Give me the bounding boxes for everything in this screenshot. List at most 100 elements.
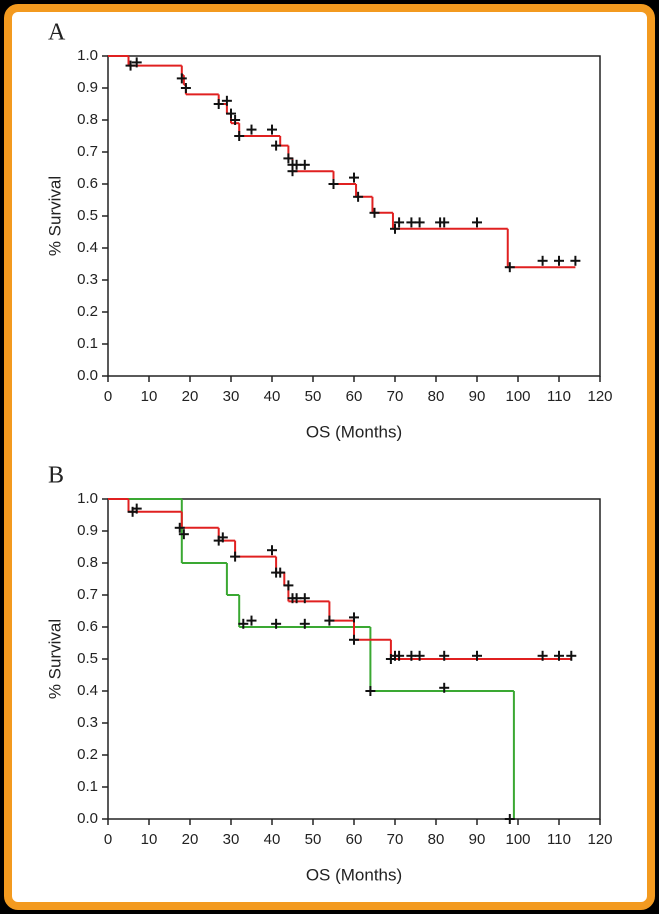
censor-mark (174, 522, 185, 533)
censor-mark (349, 634, 359, 645)
x-tick-label: 0 (104, 388, 112, 405)
y-tick-label: 0.4 (77, 682, 98, 699)
censor-mark (180, 83, 191, 93)
x-tick-label: 0 (104, 831, 112, 848)
y-tick-label: 0.6 (77, 618, 98, 635)
censor-mark (537, 650, 548, 661)
x-tick-label: 40 (264, 388, 281, 405)
censor-mark (176, 73, 187, 84)
censor-mark (394, 217, 405, 228)
y-tick-label: 0.8 (77, 111, 98, 128)
x-tick-label: 20 (182, 388, 199, 405)
y-tick-label: 1.0 (77, 490, 98, 507)
x-tick-label: 100 (505, 388, 530, 405)
x-tick-label: 90 (469, 831, 486, 848)
y-axis-label: % Survival (45, 176, 64, 256)
censor-mark (131, 57, 142, 68)
censor-mark (472, 650, 482, 661)
x-tick-label: 50 (305, 388, 322, 405)
panel-label: B (48, 463, 64, 489)
censor-mark (299, 159, 310, 170)
x-tick-label: 60 (346, 831, 363, 848)
x-tick-label: 110 (547, 831, 571, 848)
censor-mark (414, 650, 425, 661)
censor-mark (390, 223, 400, 234)
x-tick-label: 100 (505, 831, 530, 848)
censor-mark (349, 172, 359, 183)
y-tick-label: 1.0 (77, 47, 98, 64)
x-tick-label: 10 (141, 831, 158, 848)
censor-mark (131, 503, 142, 514)
censor-mark (566, 650, 577, 661)
x-tick-label: 30 (223, 388, 240, 405)
y-tick-label: 0.5 (77, 207, 98, 224)
censor-mark (238, 618, 249, 629)
y-tick-label: 0.7 (77, 143, 98, 160)
x-tick-label: 110 (547, 388, 571, 405)
y-tick-label: 0.7 (77, 586, 98, 603)
frame (4, 4, 655, 910)
censor-mark (287, 166, 298, 177)
x-tick-label: 80 (428, 388, 445, 405)
censor-mark (554, 255, 564, 266)
y-tick-label: 0.6 (77, 175, 98, 192)
y-tick-label: 0.2 (77, 746, 98, 763)
censor-mark (275, 567, 286, 578)
x-tick-label: 120 (587, 831, 612, 848)
x-tick-label: 10 (141, 388, 158, 405)
y-tick-label: 0.9 (77, 79, 98, 96)
censor-mark (246, 615, 257, 626)
censor-mark (504, 814, 515, 824)
y-tick-label: 0.5 (77, 650, 98, 667)
x-tick-label: 30 (223, 831, 240, 848)
y-tick-label: 0.1 (77, 778, 98, 795)
censor-mark (554, 650, 564, 661)
x-tick-label: 80 (428, 831, 445, 848)
x-tick-label: 70 (387, 831, 404, 848)
censor-mark (439, 217, 450, 228)
y-axis-label: % Survival (45, 619, 64, 699)
censor-mark (394, 650, 405, 661)
plot-frame (107, 55, 601, 377)
censor-mark (414, 217, 425, 228)
x-axis-label: OS (Months) (306, 865, 402, 884)
censor-mark (271, 618, 282, 629)
censor-mark (299, 618, 310, 629)
x-tick-label: 60 (346, 388, 363, 405)
censor-mark (328, 179, 339, 189)
x-tick-label: 120 (587, 388, 612, 405)
x-tick-label: 20 (182, 831, 199, 848)
censor-mark (504, 262, 515, 273)
censor-mark (125, 60, 136, 71)
censor-mark (570, 255, 581, 266)
y-tick-label: 0.0 (77, 367, 98, 384)
censor-mark (226, 108, 236, 119)
censor-mark (230, 551, 241, 562)
censor-mark (324, 615, 335, 626)
censor-mark (267, 545, 277, 556)
censor-mark (283, 153, 294, 164)
x-axis-label: OS (Months) (306, 422, 402, 441)
x-tick-label: 50 (305, 831, 322, 848)
y-tick-label: 0.2 (77, 303, 98, 320)
y-tick-label: 0.9 (77, 522, 98, 539)
censor-mark (349, 612, 359, 623)
censor-mark (299, 593, 310, 604)
censor-mark (353, 191, 364, 202)
censor-mark (439, 682, 450, 693)
y-tick-label: 0.4 (77, 239, 98, 256)
censor-mark (283, 580, 294, 591)
y-tick-label: 0.3 (77, 714, 98, 731)
censor-mark (439, 650, 450, 661)
y-tick-label: 0.3 (77, 271, 98, 288)
censor-mark (365, 686, 376, 696)
censor-mark (246, 124, 257, 135)
x-tick-label: 90 (469, 388, 486, 405)
censor-mark (178, 529, 189, 540)
censor-mark (267, 124, 277, 135)
censor-mark (221, 95, 232, 106)
panel-label: A (48, 20, 66, 46)
censor-mark (472, 217, 482, 228)
censor-mark (230, 115, 241, 125)
